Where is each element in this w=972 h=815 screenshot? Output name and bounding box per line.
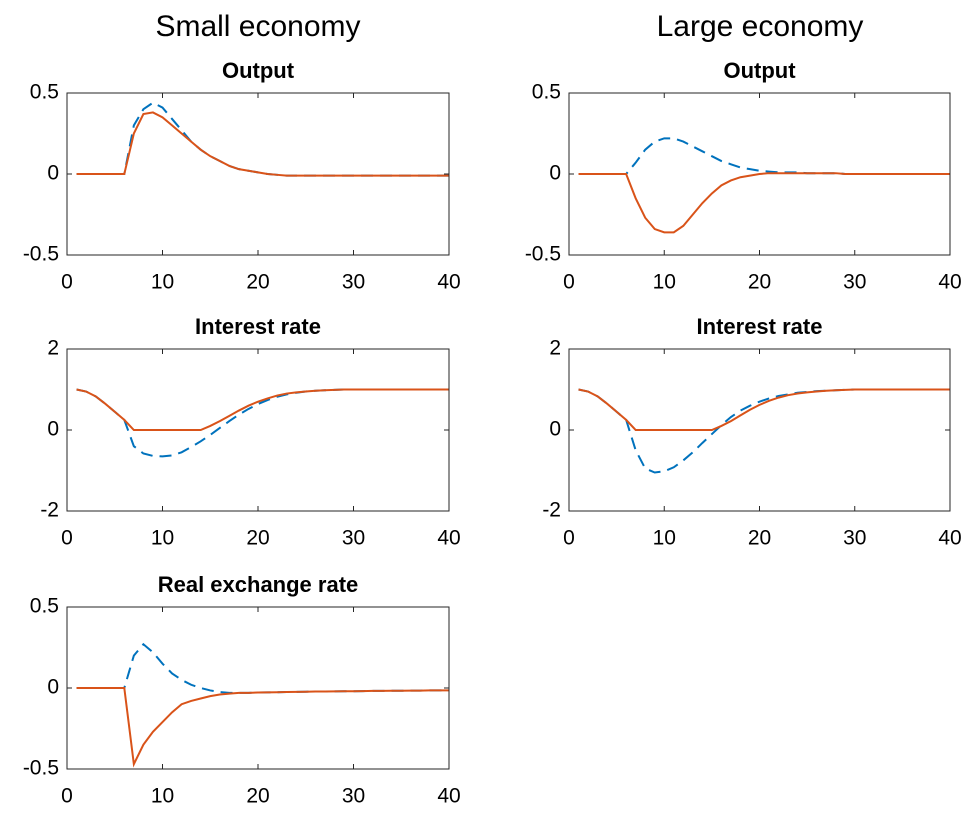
y-tick-label: 2 <box>549 337 561 360</box>
series-line <box>76 388 449 458</box>
x-tick-label: 30 <box>342 271 365 294</box>
x-tick-label: 30 <box>342 527 365 550</box>
column-title: Small economy <box>155 10 360 43</box>
subplot-title: Interest rate <box>195 314 321 339</box>
y-tick-label: 0.5 <box>532 81 561 104</box>
x-tick-label: 0 <box>61 785 73 808</box>
x-tick-label: 40 <box>938 271 961 294</box>
x-tick-label: 40 <box>437 785 460 808</box>
y-tick-label: -0.5 <box>525 243 561 266</box>
y-tick-label: 0 <box>549 162 561 185</box>
x-tick-label: 10 <box>653 527 676 550</box>
subplot-title: Output <box>723 58 796 83</box>
subplot-title: Real exchange rate <box>158 572 359 597</box>
x-tick-label: 20 <box>748 271 771 294</box>
x-tick-label: 0 <box>61 527 73 550</box>
x-tick-label: 20 <box>246 527 269 550</box>
x-tick-label: 40 <box>437 271 460 294</box>
x-tick-label: 20 <box>246 785 269 808</box>
x-tick-label: 20 <box>246 271 269 294</box>
y-tick-label: -0.5 <box>23 757 59 780</box>
x-tick-label: 20 <box>748 527 771 550</box>
axes-box <box>66 606 450 770</box>
series-line <box>76 687 449 768</box>
x-tick-label: 0 <box>61 271 73 294</box>
x-tick-label: 40 <box>437 527 460 550</box>
y-tick-label: 0 <box>47 162 59 185</box>
series-line <box>578 388 950 431</box>
x-tick-label: 0 <box>563 271 575 294</box>
axes-box <box>66 348 450 512</box>
y-tick-label: 0.5 <box>30 81 59 104</box>
axes-box <box>568 92 951 256</box>
x-tick-label: 30 <box>843 527 866 550</box>
y-tick-label: -2 <box>40 499 59 522</box>
subplot-title: Output <box>222 58 295 83</box>
x-tick-label: 10 <box>653 271 676 294</box>
y-tick-label: 0 <box>47 418 59 441</box>
x-tick-label: 10 <box>151 527 174 550</box>
column-title: Large economy <box>657 10 864 43</box>
axes-box <box>66 92 450 256</box>
x-tick-label: 30 <box>342 785 365 808</box>
y-tick-label: -2 <box>542 499 561 522</box>
series-line <box>578 388 950 474</box>
y-tick-label: -0.5 <box>23 243 59 266</box>
x-tick-label: 40 <box>938 527 961 550</box>
series-line <box>76 388 449 431</box>
y-tick-label: 2 <box>47 337 59 360</box>
x-tick-label: 10 <box>151 785 174 808</box>
x-tick-label: 10 <box>151 271 174 294</box>
y-tick-label: 0 <box>549 418 561 441</box>
y-tick-label: 0.5 <box>30 595 59 618</box>
x-tick-label: 0 <box>563 527 575 550</box>
series-line <box>76 111 449 177</box>
axes-box <box>568 348 951 512</box>
x-tick-label: 30 <box>843 271 866 294</box>
series-line <box>578 172 950 234</box>
y-tick-label: 0 <box>47 676 59 699</box>
subplot-title: Interest rate <box>697 314 823 339</box>
